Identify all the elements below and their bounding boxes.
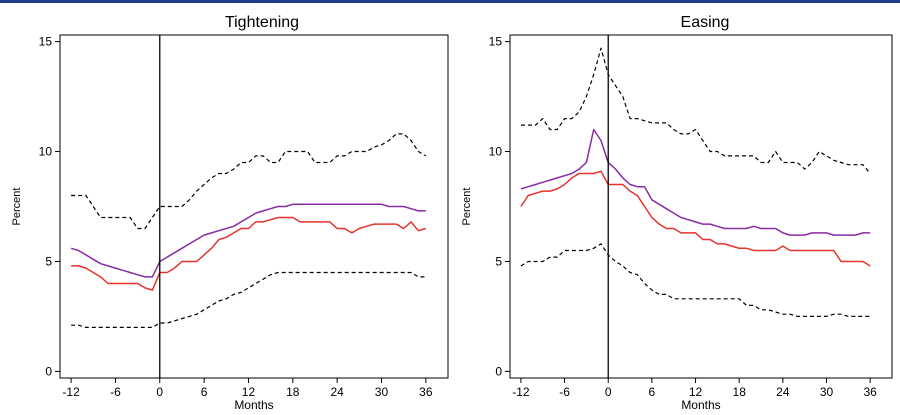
easing-x-tick-label: 0 <box>605 385 612 399</box>
easing-y-tick-label: 5 <box>495 254 502 268</box>
tightening-y-tick-label: 15 <box>39 35 53 49</box>
tightening-x-tick-label: 30 <box>375 385 389 399</box>
easing-x-tick-label: 36 <box>863 385 877 399</box>
easing-plot-frame <box>509 34 893 379</box>
tightening-panel: Tightening 0 5 10 15 -12 -6 0 6 12 18 24 30 36 Months P… <box>11 14 449 412</box>
easing-y-axis-title: Percent <box>461 188 473 226</box>
tightening-x-tick-label: 0 <box>156 385 163 399</box>
easing-y-tick-label: 10 <box>489 145 503 159</box>
easing-x-tick-label: 30 <box>820 385 834 399</box>
easing-panel: Easing 0 5 10 15 -12 -6 0 6 12 18 24 30 36 Months Perce… <box>461 14 893 412</box>
easing-y-tick-label: 15 <box>489 35 503 49</box>
header-rule <box>0 0 900 3</box>
tightening-lower-band-line <box>71 271 426 328</box>
tightening-x-tick-label: 12 <box>242 385 256 399</box>
tightening-x-tick-label: 18 <box>286 385 300 399</box>
tightening-x-axis-title: Months <box>234 398 273 412</box>
easing-x-tick-label: 24 <box>776 385 790 399</box>
tightening-plot-frame <box>59 34 449 379</box>
easing-red-line <box>520 170 871 267</box>
tightening-x-tick-label: 36 <box>419 385 433 399</box>
easing-purple-line <box>520 128 871 236</box>
tightening-x-tick-label: 6 <box>201 385 208 399</box>
easing-x-tick-label: -12 <box>512 385 530 399</box>
tightening-y-tick-label: 10 <box>39 145 53 159</box>
tightening-purple-line <box>70 203 426 278</box>
easing-y-tick-label: 0 <box>495 364 502 378</box>
tightening-upper-band-line <box>71 133 427 230</box>
easing-x-axis-title: Months <box>681 398 720 412</box>
tightening-x-tick-label: -6 <box>110 385 121 399</box>
tightening-y-axis-title: Percent <box>11 188 23 226</box>
easing-lower-band-line <box>520 243 871 317</box>
easing-x-tick-label: -6 <box>559 385 570 399</box>
tightening-y-tick-label: 5 <box>45 254 52 268</box>
easing-x-tick-label: 18 <box>733 385 747 399</box>
tightening-x-tick-label: -12 <box>62 385 80 399</box>
tightening-red-line <box>71 216 427 291</box>
easing-x-tick-label: 12 <box>689 385 703 399</box>
tightening-title: Tightening <box>225 14 299 31</box>
easing-title: Easing <box>681 14 730 31</box>
tightening-x-tick-label: 24 <box>330 385 344 399</box>
easing-x-tick-label: 6 <box>649 385 656 399</box>
easing-upper-band-line <box>520 47 871 174</box>
tightening-y-tick-label: 0 <box>45 364 52 378</box>
